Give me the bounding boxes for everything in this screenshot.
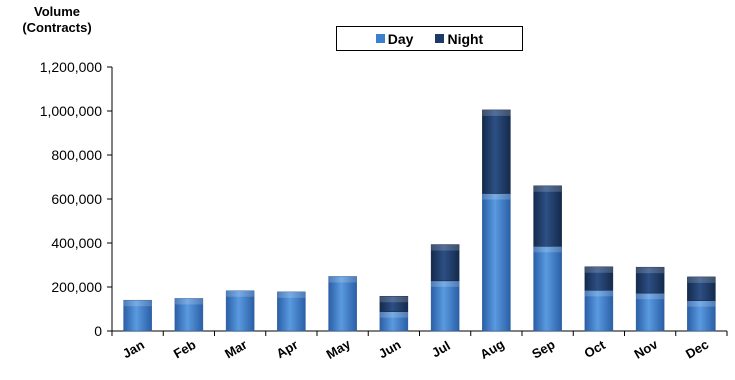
x-tick-label: Feb: [171, 337, 199, 362]
legend-item-day: Day: [375, 30, 414, 47]
y-tick-label: 800,000: [51, 147, 102, 163]
y-tick-label: 600,000: [51, 191, 102, 207]
x-tick-label: Dec: [683, 337, 711, 362]
y-axis-label: Volume (Contracts): [2, 4, 112, 36]
bars: [123, 109, 716, 332]
bar-bevel-day-feb: [174, 298, 203, 305]
x-tick-label: May: [324, 336, 354, 362]
bar-night-oct: [584, 266, 614, 291]
x-tick-label: Jan: [120, 337, 147, 361]
bar-bevel-night-sep: [533, 185, 562, 192]
bar-bevel-day-jul: [431, 280, 460, 287]
bar-bevel-night-nov: [636, 267, 665, 274]
bar-bevel-night-oct: [584, 266, 613, 273]
bar-night-jul: [430, 244, 460, 282]
bar-night-nov: [635, 266, 665, 294]
bar-bevel-night-jul: [431, 244, 460, 251]
bar-night-dec: [687, 276, 716, 301]
bar-bevel-day-nov: [636, 293, 665, 300]
legend-label-day: Day: [387, 30, 414, 47]
legend-swatch-day: [375, 34, 385, 43]
bar-night-aug: [482, 109, 511, 194]
x-tick-label: Jun: [376, 337, 404, 362]
x-tick-label: Mar: [222, 337, 250, 362]
legend-label-night: Night: [447, 30, 484, 47]
bar-bevel-day-jun: [379, 311, 408, 318]
bar-day-nov: [635, 292, 665, 332]
bar-bevel-day-mar: [226, 290, 255, 297]
bar-bevel-night-aug: [482, 109, 511, 116]
bar-day-aug: [482, 193, 511, 332]
bar-bevel-day-sep: [533, 246, 562, 253]
bar-day-jan: [123, 299, 152, 332]
bar-bevel-day-aug: [482, 193, 511, 200]
legend: Day Night: [336, 26, 523, 51]
legend-item-night: Night: [435, 31, 483, 47]
bar-day-oct: [584, 290, 614, 332]
bar-bevel-night-dec: [687, 276, 716, 283]
bar-bevel-day-jan: [123, 300, 152, 307]
x-tick-label: Sep: [529, 337, 557, 362]
y-axis-label-line-1: Volume: [34, 4, 80, 19]
bar-bevel-night-jun: [379, 296, 408, 303]
bar-day-sep: [533, 246, 562, 332]
bar-bevel-day-may: [328, 276, 357, 283]
x-tick-label: Apr: [274, 337, 301, 361]
axis-labels: 0 200,000 400,000 600,000 800,000 1,000,000 1,…: [40, 59, 712, 362]
y-axis-label-line-2: (Contracts): [22, 20, 92, 35]
y-tick-label: 200,000: [51, 279, 102, 295]
bar-bevel-day-apr: [277, 291, 306, 298]
legend-swatch-night: [435, 34, 445, 43]
y-tick-label: 0: [94, 323, 102, 339]
bar-night-jun: [379, 295, 409, 312]
y-tick-label: 1,200,000: [40, 59, 102, 75]
bar-day-may: [328, 276, 357, 332]
axes: [107, 66, 728, 336]
x-tick-label: Nov: [631, 336, 660, 362]
x-tick-label: Jul: [429, 338, 453, 360]
x-tick-label: Oct: [581, 337, 608, 361]
bar-bevel-day-dec: [687, 300, 716, 307]
bar-day-feb: [174, 298, 204, 332]
bar-day-apr: [277, 291, 306, 332]
bar-night-sep: [533, 185, 562, 247]
bar-bevel-day-oct: [584, 290, 613, 297]
y-tick-label: 1,000,000: [40, 103, 102, 119]
x-tick-label: Aug: [477, 336, 506, 362]
bar-day-jul: [430, 280, 460, 332]
y-tick-label: 400,000: [51, 235, 102, 251]
bar-day-mar: [225, 290, 255, 332]
